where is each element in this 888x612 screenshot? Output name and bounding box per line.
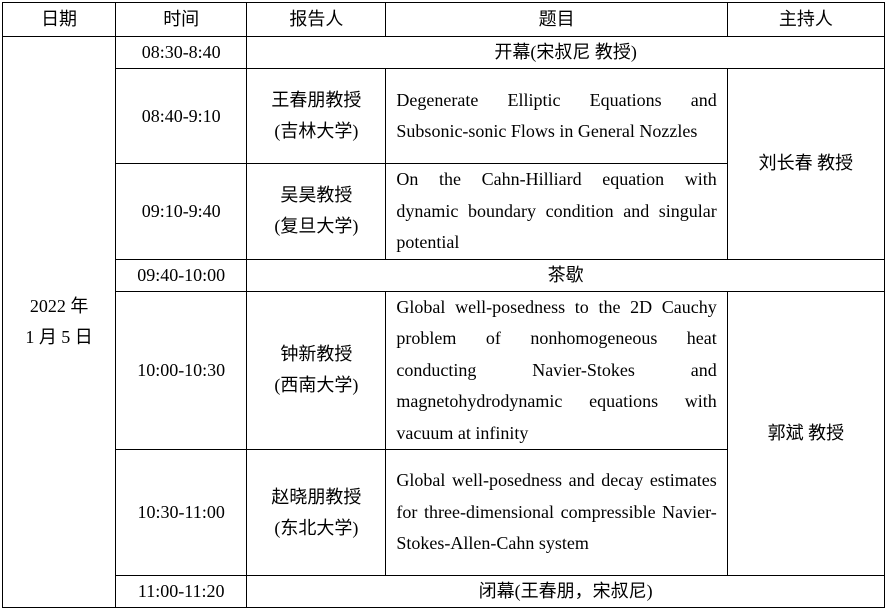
talk-title: Global well-posedness and decay estimate… <box>385 449 728 576</box>
header-speaker: 报告人 <box>246 2 387 37</box>
table-row: 09:40-10:00 茶歇 <box>3 258 885 292</box>
host-cell: 郭斌 教授 <box>726 290 886 576</box>
table-row: 10:30-11:00 赵晓朋教授 (东北大学) Global well-pos… <box>3 449 885 576</box>
speaker-affiliation: (西南大学) <box>274 375 359 396</box>
time-cell: 09:40-10:00 <box>115 258 248 292</box>
date-day: 1 月 5 日 <box>25 327 93 347</box>
speaker-cell: 吴昊教授 (复旦大学) <box>246 163 387 260</box>
header-row: 日期 时间 报告人 题目 主持人 <box>1 2 886 37</box>
talk-title: Degenerate Elliptic Equations and Subson… <box>385 68 728 164</box>
header-host: 主持人 <box>726 2 886 37</box>
time-cell: 09:10-9:40 <box>115 163 248 260</box>
header-title: 题目 <box>385 2 728 37</box>
host-cell: 刘长春 教授 <box>726 68 886 260</box>
time-cell: 10:00-10:30 <box>115 290 248 450</box>
speaker-name: 王春朋教授 <box>271 90 362 110</box>
time-cell: 10:30-11:00 <box>115 449 248 576</box>
closing-cell: 闭幕(王春朋，宋叔尼) <box>246 575 885 608</box>
table-row: 2022 年 1 月 5 日 08:30-8:40 开幕(宋叔尼 教授) <box>1 36 885 608</box>
time-cell: 08:30-8:40 <box>115 36 248 69</box>
speaker-cell: 赵晓朋教授 (东北大学) <box>246 449 387 576</box>
speaker-cell: 钟新教授 (西南大学) <box>246 290 387 450</box>
talk-title: Global well-posedness to the 2D Cauchy p… <box>385 290 728 450</box>
date-cell: 2022 年 1 月 5 日 <box>1 36 117 608</box>
speaker-affiliation: (复旦大学) <box>274 216 359 237</box>
speaker-cell: 王春朋教授 (吉林大学) <box>246 68 387 164</box>
header-time: 时间 <box>115 2 248 37</box>
header-date: 日期 <box>1 2 117 37</box>
speaker-affiliation: (吉林大学) <box>274 121 359 141</box>
table-row: 10:00-10:30 钟新教授 (西南大学) Global well-pose… <box>3 290 886 576</box>
speaker-name: 赵晓朋教授 <box>271 486 362 507</box>
opening-cell: 开幕(宋叔尼 教授) <box>246 36 885 69</box>
talk-title: On the Cahn-Hilliard equation with dynam… <box>385 163 728 260</box>
break-cell: 茶歇 <box>246 258 885 292</box>
table-row: 09:10-9:40 吴昊教授 (复旦大学) On the Cahn-Hilli… <box>3 163 885 260</box>
time-cell: 11:00-11:20 <box>115 575 248 608</box>
speaker-affiliation: (东北大学) <box>274 517 359 538</box>
speaker-name: 钟新教授 <box>280 344 353 365</box>
table-row: 11:00-11:20 闭幕(王春朋，宋叔尼) <box>3 575 885 608</box>
time-cell: 08:40-9:10 <box>115 68 248 164</box>
date-year: 2022 年 <box>29 296 89 316</box>
table-row: 08:40-9:10 王春朋教授 (吉林大学) Degenerate Ellip… <box>3 68 886 260</box>
speaker-name: 吴昊教授 <box>280 185 353 206</box>
